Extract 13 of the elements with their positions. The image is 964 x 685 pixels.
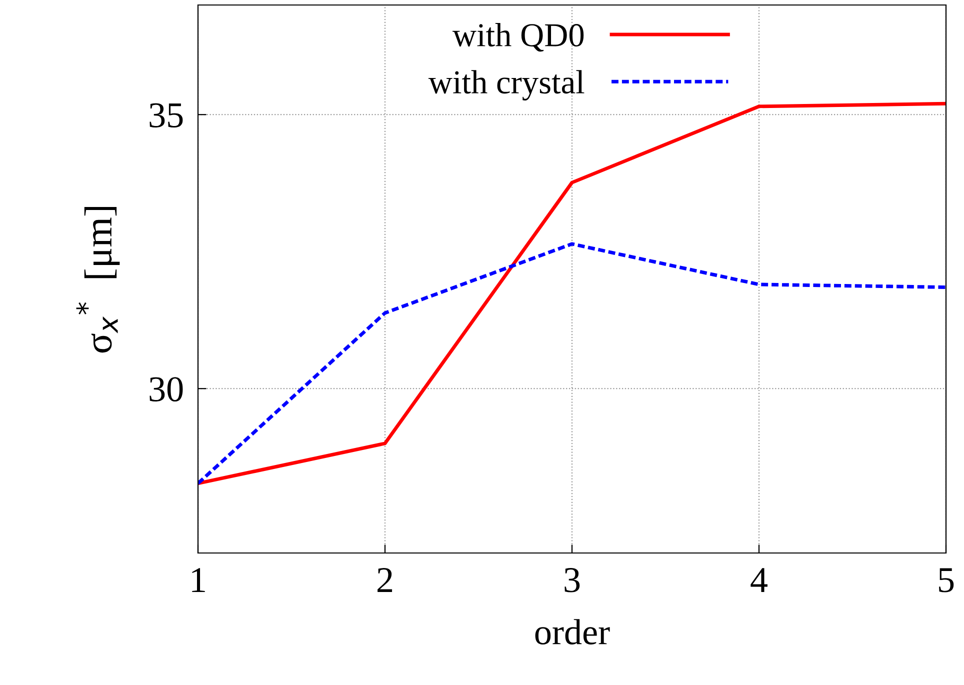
y-tick-label: 30 — [150, 377, 183, 402]
y-tick-label: 35 — [150, 103, 183, 128]
line-series — [198, 242, 946, 486]
x-tick-label: 4 — [750, 568, 768, 592]
line-series — [198, 102, 946, 486]
x-axis-title: order — [535, 619, 610, 644]
x-tick-label: 5 — [939, 568, 954, 592]
x-tick-label: 3 — [564, 568, 580, 592]
y-axis-title: σ$_{x}$$^{*}$ [μm] — [76, 206, 120, 353]
x-tick-label: 2 — [378, 568, 392, 592]
legend-label: with QD0 — [452, 23, 584, 52]
x-tick-label: 1 — [192, 568, 205, 592]
legend-label: with crystal — [428, 70, 584, 100]
